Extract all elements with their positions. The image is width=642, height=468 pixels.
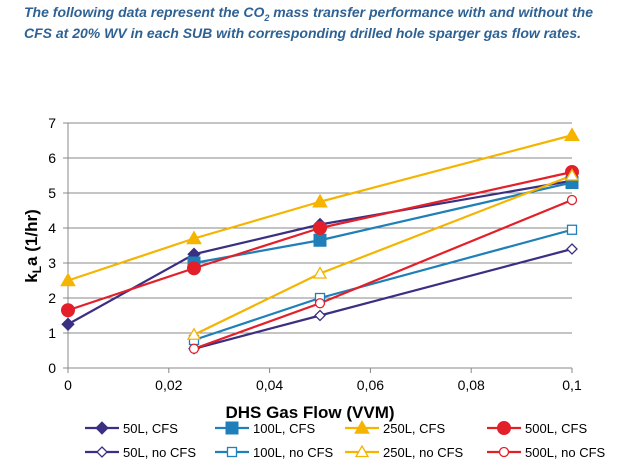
legend-marker-8 [498,446,510,458]
data-point-series-7-2 [312,266,328,279]
legend: 50L, CFS 100L, CFS 250L, CFS 500L, CFS 50L, … [85,419,606,460]
y-tick-label: 0 [48,360,56,376]
y-axis-title-main: k [22,273,41,283]
data-point-series-3-1 [60,272,76,287]
x-axis-title: DHS Gas Flow (VVM) [225,403,394,422]
legend-label-8: 500L, no CFS [525,445,606,460]
series-line-5 [193,247,573,350]
tick-labels: 0 1 2 3 4 5 6 7 0 0,02 0,04 0,06 0,08 0,1 [48,115,582,393]
caption-part-2: mass transfer performance with and witho… [24,4,593,41]
x-tick-label: 0 [64,377,72,393]
x-tick-label: 0,06 [357,377,384,393]
chart-caption: The following data represent the CO2 mas… [24,2,624,44]
y-tick-label: 1 [48,325,56,341]
data-point-series-5-3 [566,243,578,255]
legend-label-3: 250L, CFS [383,421,445,436]
y-tick-label: 3 [48,255,56,271]
legend-marker-4 [497,421,511,435]
series-markers [60,127,580,355]
y-tick-label: 7 [48,115,56,131]
data-point-series-4-1 [61,303,75,318]
data-point-series-8-2 [314,298,326,309]
series-line-4 [67,170,573,312]
legend-marker-6 [226,446,238,458]
legend-label-1: 50L, CFS [123,421,178,436]
data-point-series-8-1 [188,343,200,354]
legend-marker-5 [96,446,108,458]
data-point-series-6-3 [566,224,578,235]
data-point-series-3-3 [312,193,328,208]
y-axis-title-rest: a (1/hr) [22,209,41,266]
y-axis-title: kLa (1/hr) [22,209,44,283]
y-tick-label: 4 [48,220,56,236]
legend-marker-1 [95,421,109,435]
legend-label-5: 50L, no CFS [123,445,196,460]
y-tick-label: 5 [48,185,56,201]
data-point-series-3-4 [564,127,580,141]
data-point-series-7-3 [564,168,580,181]
y-tick-label: 2 [48,290,56,306]
caption-part-1: The following data represent the CO [24,4,265,20]
y-tick-label: 6 [48,150,56,166]
legend-marker-3 [354,419,370,434]
data-point-series-4-3 [313,221,327,235]
series-line-6 [193,228,573,342]
x-tick-label: 0,02 [155,377,182,393]
x-tick-label: 0,04 [256,377,283,393]
legend-label-4: 500L, CFS [525,421,587,436]
y-axis-title-sub: L [30,266,44,273]
data-point-series-8-3 [566,194,578,206]
series-line-3 [67,134,573,282]
x-tick-label: 0,1 [562,377,582,393]
data-point-series-2-2 [313,233,327,247]
axes [63,122,573,373]
legend-marker-7 [354,444,370,458]
legend-marker-2 [225,421,239,435]
legend-label-6: 100L, no CFS [253,445,334,460]
caption-subscript: 2 [264,12,270,23]
data-point-series-5-2 [314,309,326,322]
data-point-series-7-1 [186,327,202,340]
x-tick-label: 0,08 [458,377,485,393]
series-line-7 [193,174,573,336]
data-point-series-3-2 [186,230,202,245]
data-point-series-1-1 [61,317,75,331]
legend-label-2: 100L, CFS [253,421,315,436]
legend-label-7: 250L, no CFS [383,445,464,460]
data-point-series-4-2 [187,261,201,276]
